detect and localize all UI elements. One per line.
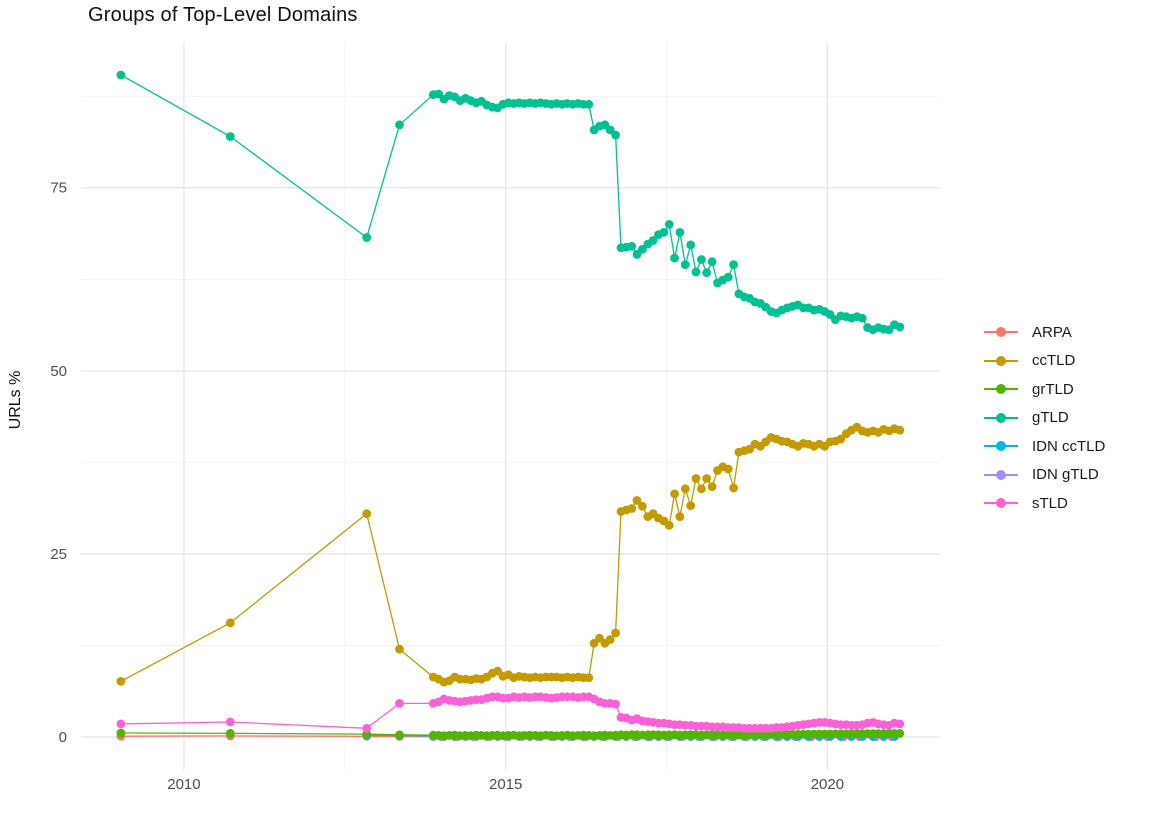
chart-title: Groups of Top-Level Domains xyxy=(88,4,358,26)
data-point-gTLD xyxy=(707,257,717,267)
data-point-gTLD xyxy=(691,267,701,277)
data-point-ccTLD xyxy=(707,482,717,491)
legend-key-icon xyxy=(984,412,1018,424)
data-point-sTLD xyxy=(116,719,126,729)
legend-key-dot xyxy=(996,498,1006,509)
data-point-gTLD xyxy=(627,241,637,251)
data-point-grTLD xyxy=(116,728,126,738)
data-point-gTLD xyxy=(675,228,685,237)
legend-key-icon xyxy=(984,326,1018,338)
legend-key-dot xyxy=(996,355,1006,366)
data-point-gTLD xyxy=(702,268,712,278)
legend-item-grtld: grTLD xyxy=(984,375,1105,404)
data-point-ccTLD xyxy=(395,644,404,654)
data-point-gTLD xyxy=(729,260,738,269)
legend-key-icon xyxy=(984,355,1018,367)
data-point-ccTLD xyxy=(691,474,701,483)
data-point-grTLD xyxy=(895,729,905,738)
x-tick-label: 2020 xyxy=(811,776,844,793)
data-point-ccTLD xyxy=(697,484,706,494)
data-point-gTLD xyxy=(584,99,594,109)
legend-key-icon xyxy=(984,469,1018,481)
data-point-ccTLD xyxy=(605,635,615,644)
y-tick-label: 25 xyxy=(50,546,67,563)
data-point-gTLD xyxy=(723,272,733,282)
data-point-ccTLD xyxy=(686,501,696,510)
data-point-gTLD xyxy=(670,253,679,263)
data-point-gTLD xyxy=(686,240,696,250)
data-point-ccTLD xyxy=(680,484,690,494)
data-point-ccTLD xyxy=(584,673,594,683)
legend-item-cctld: ccTLD xyxy=(984,347,1105,376)
data-point-ccTLD xyxy=(723,464,733,474)
data-point-ccTLD xyxy=(702,474,712,483)
data-point-sTLD xyxy=(362,723,372,733)
data-point-ccTLD xyxy=(116,677,126,686)
legend-item-arpa: ARPA xyxy=(984,318,1105,347)
data-point-gTLD xyxy=(116,70,126,80)
data-point-ccTLD xyxy=(611,628,620,638)
legend-item-stld: sTLD xyxy=(984,489,1105,518)
legend: ARPA ccTLD grTLD gTLD IDN ccTLD IDN gTLD sTLD xyxy=(984,318,1105,518)
x-tick-label: 2010 xyxy=(167,776,200,793)
legend-item-idn-cctld: IDN ccTLD xyxy=(984,432,1105,461)
legend-key-icon xyxy=(984,440,1018,452)
data-point-gTLD xyxy=(680,260,690,269)
legend-key-icon xyxy=(984,383,1018,395)
data-point-sTLD xyxy=(611,699,620,709)
legend-item-label: ARPA xyxy=(1032,323,1072,341)
legend-key-dot xyxy=(996,469,1006,480)
legend-key-dot xyxy=(996,384,1006,395)
data-point-gTLD xyxy=(395,120,404,130)
data-point-sTLD xyxy=(225,717,235,727)
data-point-ccTLD xyxy=(632,496,642,505)
data-point-gTLD xyxy=(611,130,620,140)
legend-item-label: grTLD xyxy=(1032,380,1074,398)
legend-item-label: sTLD xyxy=(1032,494,1068,512)
y-tick-label: 0 xyxy=(59,729,67,746)
data-point-gTLD xyxy=(648,236,658,245)
legend-item-label: IDN ccTLD xyxy=(1032,437,1106,455)
legend-item-idn-gtld: IDN gTLD xyxy=(984,461,1105,490)
y-tick-label: 75 xyxy=(50,180,67,197)
data-point-ccTLD xyxy=(627,504,637,513)
legend-key-icon xyxy=(984,497,1018,509)
data-point-ccTLD xyxy=(729,483,738,493)
series-line-ccTLD xyxy=(120,426,900,683)
data-point-grTLD xyxy=(395,730,404,740)
legend-item-label: ccTLD xyxy=(1032,352,1076,370)
legend-key-dot xyxy=(996,441,1006,452)
data-point-gTLD xyxy=(857,313,867,323)
data-point-ccTLD xyxy=(895,425,905,435)
data-point-grTLD xyxy=(225,729,235,738)
series-line-gTLD xyxy=(120,74,901,331)
data-point-gTLD xyxy=(895,322,905,332)
data-point-ccTLD xyxy=(638,501,647,511)
data-point-gTLD xyxy=(225,132,235,141)
legend-item-label: gTLD xyxy=(1032,409,1069,427)
data-point-gTLD xyxy=(659,228,669,237)
data-point-sTLD xyxy=(395,699,404,708)
legend-key-dot xyxy=(996,412,1006,423)
data-point-ccTLD xyxy=(225,618,235,628)
data-point-ccTLD xyxy=(664,521,674,530)
legend-item-gtld: gTLD xyxy=(984,404,1105,433)
data-point-gTLD xyxy=(664,220,674,229)
data-point-sTLD xyxy=(895,719,905,729)
x-tick-label: 2015 xyxy=(489,776,522,793)
data-point-ccTLD xyxy=(362,509,372,519)
y-tick-label: 50 xyxy=(50,363,67,380)
legend-key-dot xyxy=(996,327,1006,338)
data-point-ccTLD xyxy=(670,489,679,499)
legend-item-label: IDN gTLD xyxy=(1032,466,1099,484)
data-point-gTLD xyxy=(362,233,372,242)
data-point-ccTLD xyxy=(675,512,685,521)
data-point-gTLD xyxy=(697,255,706,264)
